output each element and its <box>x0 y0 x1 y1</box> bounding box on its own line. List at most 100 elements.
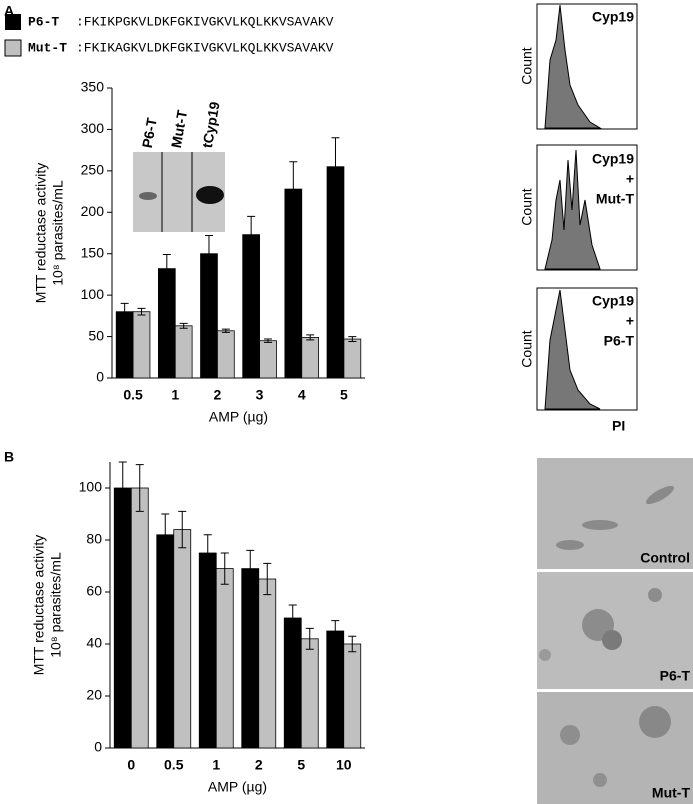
bar <box>198 552 217 749</box>
micrograph-label: Control <box>640 550 690 566</box>
sequence: :FKIKAGKVLDKFGKIVGKVLKQLKKVSAVAKV <box>76 40 334 55</box>
bar <box>241 568 260 749</box>
error-bar <box>288 604 297 632</box>
x-tick-label: 0.5 <box>123 387 143 403</box>
bar <box>173 529 192 749</box>
y-tick-label: 20 <box>86 687 102 703</box>
x-tick-label: 5 <box>340 387 348 403</box>
error-bar <box>264 338 273 343</box>
error-bar <box>331 137 340 197</box>
histogram-y-label: Count <box>519 47 535 84</box>
blot-band <box>139 192 157 200</box>
y-tick-label: 50 <box>88 327 104 343</box>
y-tick-label: 0 <box>94 739 102 755</box>
error-bar <box>179 322 188 329</box>
bar <box>156 534 175 749</box>
histogram-panel <box>536 144 638 271</box>
x-tick-label: 0 <box>127 757 135 773</box>
legend-swatch <box>4 39 22 57</box>
x-tick-label: 3 <box>256 387 264 403</box>
error-bar <box>135 464 144 512</box>
x-tick-label: 10 <box>336 757 352 773</box>
bar <box>326 166 345 379</box>
error-bar <box>348 336 357 343</box>
error-bar <box>246 549 255 588</box>
y-tick-label: 350 <box>81 79 105 95</box>
bar <box>326 630 345 749</box>
histogram-label: Cyp19 <box>592 293 634 309</box>
histogram-label: + <box>626 171 634 187</box>
bar <box>259 340 277 379</box>
error-bar <box>118 461 127 515</box>
bar <box>284 188 303 379</box>
blot-lane-label: tCyp19 <box>199 100 223 149</box>
legend-label: P6-T <box>28 14 59 29</box>
x-tick-label: 2 <box>255 757 263 773</box>
histogram-y-label: Count <box>519 330 535 367</box>
micrograph-label: Mut-T <box>652 785 691 801</box>
error-bar <box>162 254 171 284</box>
error-bar <box>220 552 229 585</box>
x-tick-label: 5 <box>297 757 305 773</box>
error-bar <box>120 302 129 321</box>
x-tick-label: 0.5 <box>164 757 184 773</box>
error-bar <box>204 234 213 273</box>
x-tick-label: 2 <box>214 387 222 403</box>
histogram-panel <box>536 287 638 411</box>
bar <box>343 643 362 749</box>
y-tick-label: 200 <box>81 203 105 219</box>
y-tick-label: 300 <box>81 120 105 136</box>
x-axis-label: AMP (µg) <box>209 409 268 425</box>
histogram-y-label: Count <box>519 188 535 225</box>
histogram-label: + <box>626 313 634 329</box>
micrograph <box>537 572 693 689</box>
error-bar <box>348 635 357 653</box>
blot-lane-label: Mut-T <box>168 108 190 149</box>
y-tick-label: 40 <box>86 635 102 651</box>
bar <box>130 487 149 749</box>
bar <box>343 338 362 379</box>
histogram-label: Mut-T <box>596 191 635 207</box>
bar <box>174 325 193 379</box>
y-tick-label: 80 <box>86 531 102 547</box>
error-bar <box>306 334 315 341</box>
bar <box>217 330 235 379</box>
y-axis-label: 10⁸ parasites/mL <box>50 180 66 286</box>
blot-band <box>196 186 224 204</box>
error-bar <box>137 307 146 316</box>
panel-label: B <box>4 449 14 465</box>
y-tick-label: 250 <box>81 162 105 178</box>
y-tick-label: 0 <box>96 369 104 385</box>
blot-lane-label: P6-T <box>139 116 160 149</box>
legend-label: Mut-T <box>28 40 67 55</box>
x-tick-label: 4 <box>298 387 306 403</box>
histogram-label: Cyp19 <box>592 151 634 167</box>
error-bar <box>178 510 187 549</box>
micrograph <box>537 458 693 569</box>
y-tick-label: 100 <box>81 286 105 302</box>
micrograph <box>537 692 693 804</box>
bar <box>301 336 320 379</box>
histogram-x-label: PI <box>612 418 625 434</box>
bar <box>113 487 132 749</box>
x-tick-label: 1 <box>212 757 220 773</box>
y-tick-label: 100 <box>79 479 103 495</box>
x-tick-label: 1 <box>171 387 179 403</box>
error-bar <box>221 328 230 333</box>
y-axis-label: MTT reductase activity <box>31 535 47 676</box>
y-axis-label: 10⁸ parasites/mL <box>48 552 64 658</box>
bar <box>215 568 234 749</box>
micrograph-label: P6-T <box>660 668 691 684</box>
error-bar <box>289 161 298 217</box>
panel-label: A <box>4 3 14 19</box>
error-bar <box>203 534 212 572</box>
bar <box>242 234 260 379</box>
sequence: :FKIKPGKVLDKFGKIVGKVLKQLKKVSAVAKV <box>76 14 334 29</box>
error-bar <box>263 562 272 596</box>
histogram-label: Cyp19 <box>592 9 634 25</box>
bar <box>157 268 176 379</box>
bar <box>132 311 151 379</box>
legend-swatch <box>5 14 21 30</box>
error-bar <box>247 215 256 254</box>
